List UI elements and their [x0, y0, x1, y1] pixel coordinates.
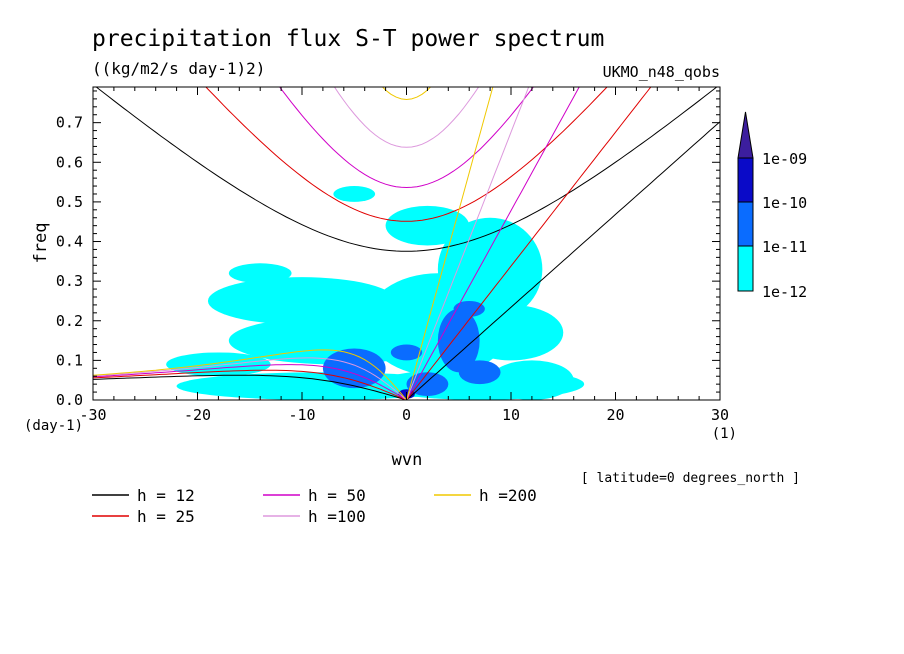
gravity-curve-3 [333, 87, 480, 148]
rossby-curve-4 [93, 349, 407, 400]
kelvin-curve-3 [406, 87, 530, 400]
contour-region-16 [453, 300, 485, 317]
gravity-curve-0 [95, 87, 718, 252]
y-tick-label: 0.5 [56, 193, 83, 211]
y-tick-label: 0.3 [56, 272, 83, 290]
colorbar-segment-1 [737, 201, 754, 247]
contour-region-8 [166, 352, 271, 377]
x-tick-label: -20 [184, 406, 211, 424]
colorbar-segment-2 [737, 157, 754, 203]
dispersion-curves-layer [93, 87, 720, 400]
chart-subtitle: ((kg/m2/s day-1)2) [92, 59, 265, 78]
gravity-curve-2 [279, 87, 534, 189]
colorbar-label: 1e-09 [762, 150, 807, 168]
contour-region-9 [385, 205, 470, 246]
x-tick-label: -30 [79, 406, 106, 424]
colorbar: 1e-12 1e-11 1e-10 1e-09 [737, 111, 807, 301]
axis-ticks [92, 87, 721, 401]
kelvin-curve-4 [406, 87, 494, 400]
contour-region-4 [207, 277, 397, 325]
axis-tick-labels: -30 -20 -10 0 10 20 30 0.0 0.1 0.2 0.3 0.4 0.5 0.6 0.7 [56, 114, 729, 424]
legend-label: h = 50 [308, 486, 366, 505]
curve-legend: h = 12 h = 25 h = 50 h =100 h =200 [92, 486, 537, 526]
y-tick-label: 0.6 [56, 153, 83, 171]
legend-label: h = 25 [137, 507, 195, 526]
colorbar-segment-0 [737, 245, 754, 292]
colorbar-segment-3 [737, 111, 754, 159]
rossby-curve-2 [93, 364, 407, 400]
legend-label: h = 12 [137, 486, 195, 505]
kelvin-curve-0 [406, 121, 720, 400]
colorbar-label: 1e-11 [762, 238, 807, 256]
colorbar-label: 1e-12 [762, 283, 807, 301]
x-axis-unit: (1) [712, 426, 737, 442]
x-tick-label: 0 [402, 406, 411, 424]
kelvin-curve-1 [406, 87, 652, 400]
contour-region-1 [176, 372, 470, 400]
y-tick-label: 0.2 [56, 312, 83, 330]
chart-title: precipitation flux S-T power spectrum [92, 26, 604, 52]
y-tick-label: 0.0 [56, 391, 83, 409]
legend-label: h =200 [479, 486, 537, 505]
y-tick-label: 0.7 [56, 114, 83, 132]
x-tick-label: 30 [711, 406, 729, 424]
y-tick-label: 0.4 [56, 233, 83, 251]
y-axis-label: freq [31, 223, 51, 264]
model-label: UKMO_n48_qobs [603, 63, 720, 81]
contour-region-6 [458, 304, 564, 361]
x-tick-label: -10 [288, 406, 315, 424]
gravity-curve-1 [205, 87, 608, 222]
contour-region-15 [458, 360, 501, 385]
colorbar-label: 1e-10 [762, 194, 807, 212]
gravity-curve-4 [381, 87, 432, 101]
x-tick-label: 20 [606, 406, 624, 424]
rossby-curve-3 [93, 357, 407, 400]
rossby-curve-0 [93, 374, 407, 400]
legend-label: h =100 [308, 507, 366, 526]
contour-region-5 [228, 316, 438, 365]
contour-region-7 [490, 360, 574, 400]
contour-region-12 [322, 348, 386, 389]
contour-fill-layer [166, 186, 585, 400]
x-axis-label: wvn [392, 450, 423, 470]
x-tick-label: 10 [502, 406, 520, 424]
y-axis-unit: (day-1) [24, 418, 83, 434]
kelvin-curve-2 [406, 87, 580, 400]
contour-region-17 [390, 344, 423, 361]
y-tick-label: 0.1 [56, 351, 83, 369]
contour-region-11 [333, 186, 376, 202]
rossby-curve-1 [93, 369, 407, 400]
latitude-annotation: [ latitude=0 degrees_north ] [581, 471, 800, 486]
contour-region-10 [228, 263, 292, 284]
